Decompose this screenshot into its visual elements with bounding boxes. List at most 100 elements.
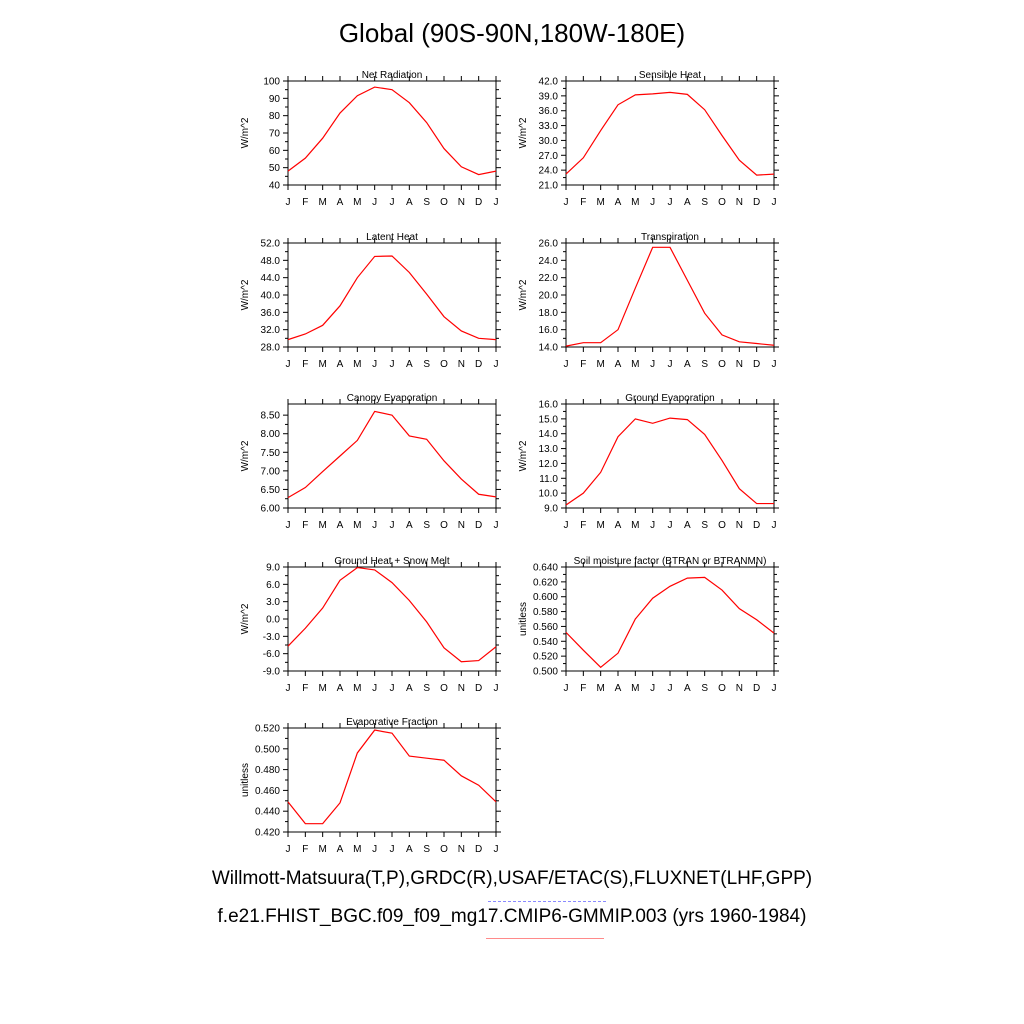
x-tick-label: F — [302, 359, 308, 370]
data-point — [600, 130, 601, 131]
y-tick-label: 14.0 — [539, 343, 559, 354]
data-point — [426, 439, 427, 440]
x-tick-label: N — [458, 359, 465, 370]
x-tick-label: M — [596, 197, 604, 208]
chart-canopy-evaporation: Canopy Evaporation W/m^2 6.00 6.50 7.00 7.50 8… — [240, 393, 501, 531]
x-tick-label: F — [302, 520, 308, 531]
y-axis-label: unitless — [240, 763, 251, 797]
chart-latent-heat: Latent Heat W/m^2 28.0 32.0 36.0 40.0 44.0 48.0… — [240, 232, 501, 370]
y-tick-label: 0.500 — [255, 744, 280, 755]
chart-title: Net Radiation — [362, 70, 423, 81]
x-tick-label: J — [372, 359, 377, 370]
x-tick-label: O — [440, 520, 448, 531]
x-tick-label: M — [353, 197, 361, 208]
chart-title: Ground Evaporation — [625, 393, 715, 404]
y-tick-label: 27.0 — [539, 151, 559, 162]
x-tick-label: M — [318, 683, 326, 694]
x-tick-label: M — [631, 520, 639, 531]
x-tick-label: M — [318, 520, 326, 531]
x-tick-label: M — [596, 359, 604, 370]
data-point — [635, 418, 636, 419]
x-tick-label: J — [494, 197, 499, 208]
series-line — [565, 246, 775, 347]
data-point — [322, 471, 323, 472]
series-line — [565, 576, 775, 669]
data-point — [305, 158, 306, 159]
y-tick-label: 21.0 — [539, 181, 559, 192]
x-tick-label: J — [668, 359, 673, 370]
x-tick-label: M — [631, 197, 639, 208]
data-point — [739, 488, 740, 489]
y-tick-label: 50 — [269, 163, 281, 174]
y-tick-label: 6.0 — [266, 580, 280, 591]
y-tick-label: 8.50 — [261, 411, 281, 422]
x-tick-label: J — [772, 197, 777, 208]
y-tick-label: 0.440 — [255, 807, 280, 818]
y-tick-label: 7.50 — [261, 448, 281, 459]
data-point — [426, 758, 427, 759]
data-point — [773, 174, 774, 175]
data-point — [635, 287, 636, 288]
y-tick-label: 0.500 — [533, 667, 558, 678]
data-point — [426, 621, 427, 622]
x-tick-label: S — [701, 683, 708, 694]
data-point — [687, 578, 688, 579]
y-tick-label: 70 — [269, 129, 281, 140]
x-tick-label: O — [718, 197, 726, 208]
data-point — [391, 255, 392, 256]
chart-title: Canopy Evaporation — [347, 393, 438, 404]
y-tick-label: 80 — [269, 111, 281, 122]
data-point — [773, 633, 774, 634]
data-point — [391, 582, 392, 583]
y-tick-label: -6.0 — [263, 649, 281, 660]
x-tick-label: J — [668, 520, 673, 531]
data-point — [739, 160, 740, 161]
data-point — [565, 346, 566, 347]
x-tick-label: F — [580, 520, 586, 531]
x-tick-label: J — [372, 844, 377, 855]
data-point — [478, 174, 479, 175]
data-point — [461, 330, 462, 331]
chart-title: Sensible Heat — [639, 70, 701, 81]
x-tick-label: M — [596, 683, 604, 694]
x-tick-label: A — [684, 197, 691, 208]
x-tick-label: J — [390, 520, 395, 531]
data-point — [739, 341, 740, 342]
page-title: Global (90S-90N,180W-180E) — [338, 18, 686, 48]
data-point — [374, 729, 375, 730]
data-point — [721, 460, 722, 461]
data-point — [409, 600, 410, 601]
y-tick-label: 40.0 — [261, 291, 281, 302]
data-point — [756, 343, 757, 344]
x-tick-label: M — [318, 844, 326, 855]
y-tick-label: 0.580 — [533, 607, 558, 618]
x-tick-label: O — [718, 520, 726, 531]
data-point — [478, 338, 479, 339]
plot-frame — [565, 566, 775, 672]
x-tick-label: J — [772, 359, 777, 370]
x-tick-label: A — [684, 520, 691, 531]
x-tick-label: J — [390, 683, 395, 694]
data-point — [495, 646, 496, 647]
data-point — [305, 487, 306, 488]
x-tick-label: O — [440, 683, 448, 694]
plot-frame — [565, 242, 775, 348]
x-tick-label: N — [736, 520, 743, 531]
data-point — [617, 104, 618, 105]
data-point — [357, 752, 358, 753]
x-tick-label: O — [718, 359, 726, 370]
data-point — [391, 415, 392, 416]
y-tick-label: 12.0 — [539, 459, 559, 470]
y-tick-label: 8.00 — [261, 429, 281, 440]
x-tick-label: J — [372, 197, 377, 208]
y-tick-label: 0.540 — [533, 637, 558, 648]
data-point — [600, 342, 601, 343]
x-tick-label: A — [615, 359, 622, 370]
data-point — [357, 95, 358, 96]
x-tick-label: F — [302, 844, 308, 855]
series-line — [287, 255, 497, 341]
y-tick-label: 42.0 — [539, 77, 559, 88]
x-tick-label: M — [631, 359, 639, 370]
y-tick-label: 90 — [269, 94, 281, 105]
